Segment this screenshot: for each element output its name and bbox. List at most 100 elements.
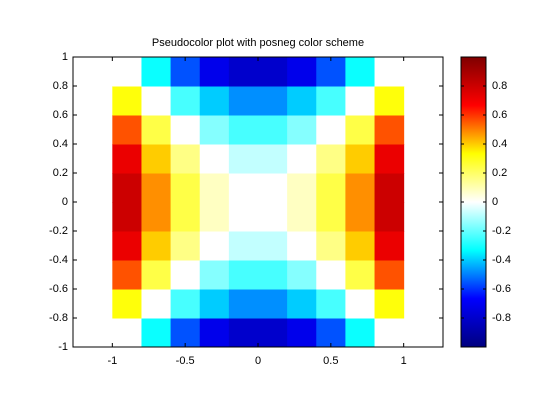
heatmap-cell — [374, 173, 405, 203]
heatmap-cell — [287, 231, 317, 261]
heatmap-cell — [228, 57, 259, 87]
heatmap-cell — [199, 86, 230, 116]
heatmap-cell — [112, 231, 142, 261]
heatmap-cell — [258, 202, 288, 232]
heatmap-cell — [374, 86, 405, 116]
heatmap-cell — [170, 115, 201, 145]
heatmap-cell — [316, 260, 346, 290]
heatmap-cell — [287, 318, 317, 348]
heatmap-cell — [170, 86, 201, 116]
heatmap-cell — [170, 231, 201, 261]
heatmap-cell — [141, 289, 172, 319]
colorbar-tick-label: 0.2 — [492, 167, 507, 179]
heatmap-cell — [141, 144, 172, 174]
heatmap-cell — [112, 289, 142, 319]
heatmap-cell — [345, 289, 376, 319]
heatmap-cell — [287, 173, 317, 203]
heatmap-cell — [228, 86, 259, 116]
heatmap-cell — [112, 318, 142, 348]
colorbar-tick-label: 0.8 — [492, 80, 507, 92]
heatmap-cell — [316, 57, 346, 87]
heatmap-cell — [112, 57, 142, 87]
heatmap-cell — [287, 57, 317, 87]
colorbar-tick-label: -0.2 — [492, 225, 511, 237]
heatmap-cell — [287, 289, 317, 319]
heatmap-cell — [141, 318, 172, 348]
heatmap-cell — [170, 202, 201, 232]
heatmap-cell — [170, 260, 201, 290]
heatmap-cell — [345, 57, 376, 87]
heatmap-cell — [112, 144, 142, 174]
heatmap-cell — [112, 173, 142, 203]
heatmap-cell — [141, 260, 172, 290]
heatmap-cell — [199, 231, 230, 261]
heatmap-cell — [374, 57, 405, 87]
heatmap-cell — [170, 144, 201, 174]
heatmap-cell — [199, 57, 230, 87]
heatmap-cell — [258, 86, 288, 116]
heatmap-cell — [316, 318, 346, 348]
heatmap-cell — [199, 289, 230, 319]
heatmap-cell — [258, 318, 288, 348]
colorbar-tick-label: -0.6 — [492, 283, 511, 295]
heatmap-cell — [374, 318, 405, 348]
heatmap-cell — [258, 289, 288, 319]
heatmap-cell — [141, 115, 172, 145]
heatmap-cell — [141, 173, 172, 203]
heatmap-cell — [199, 202, 230, 232]
colorbar-tick-label: -0.4 — [492, 254, 511, 266]
heatmap-cell — [345, 86, 376, 116]
colorbar-tick-label: -0.8 — [492, 312, 511, 324]
x-tick-label: 0.5 — [323, 355, 338, 367]
heatmap-cell — [228, 202, 259, 232]
heatmap-cell — [345, 260, 376, 290]
heatmap-cell — [374, 260, 405, 290]
heatmap-cell — [316, 144, 346, 174]
heatmap-cell — [258, 260, 288, 290]
heatmap-cell — [112, 202, 142, 232]
y-tick-label: -0.2 — [49, 225, 68, 237]
heatmap-cell — [345, 144, 376, 174]
x-tick-label: -0.5 — [176, 355, 195, 367]
heatmap-cell — [287, 115, 317, 145]
heatmap-cell — [228, 260, 259, 290]
heatmap-cell — [170, 318, 201, 348]
y-tick-label: -0.4 — [49, 254, 68, 266]
colorbar-tick-label: 0.6 — [492, 109, 507, 121]
y-tick-label: 0.6 — [53, 109, 68, 121]
y-tick-label: 0.2 — [53, 167, 68, 179]
heatmap-cell — [228, 144, 259, 174]
heatmap-cell — [258, 144, 288, 174]
heatmap-cell — [345, 115, 376, 145]
heatmap-cell — [258, 115, 288, 145]
heatmap-cell — [345, 173, 376, 203]
heatmap-cell — [374, 115, 405, 145]
chart-title: Pseudocolor plot with posneg color schem… — [152, 37, 364, 49]
heatmap-cell — [258, 57, 288, 87]
heatmap-cell — [199, 115, 230, 145]
heatmap-cell — [199, 318, 230, 348]
x-tick-label: -1 — [107, 355, 117, 367]
heatmap-cell — [170, 57, 201, 87]
heatmap-cell — [316, 289, 346, 319]
heatmap-cell — [141, 202, 172, 232]
heatmap-cell — [112, 86, 142, 116]
y-tick-label: 1 — [62, 51, 68, 63]
heatmap-cell — [287, 202, 317, 232]
y-tick-label: -0.8 — [49, 312, 68, 324]
heatmap-cell — [374, 231, 405, 261]
heatmap-cell — [345, 318, 376, 348]
heatmap-cell — [287, 260, 317, 290]
heatmap-cell — [287, 86, 317, 116]
heatmap-cell — [258, 231, 288, 261]
colorbar-tick-label: 0.4 — [492, 138, 507, 150]
heatmap-cell — [199, 260, 230, 290]
heatmap-cell — [141, 86, 172, 116]
y-tick-label: 0.8 — [53, 80, 68, 92]
y-tick-label: 0 — [62, 196, 68, 208]
heatmap-cell — [228, 115, 259, 145]
heatmap-cell — [228, 173, 259, 203]
heatmap-cell — [374, 202, 405, 232]
heatmap-cell — [141, 57, 172, 87]
